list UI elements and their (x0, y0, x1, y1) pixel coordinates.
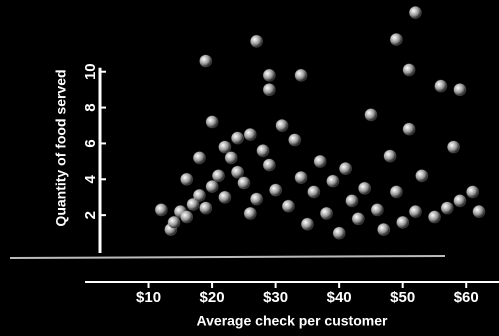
point (408, 205, 422, 219)
point (237, 176, 251, 190)
point (339, 162, 353, 176)
point (218, 140, 232, 154)
point (472, 205, 486, 219)
point (389, 185, 403, 199)
point (199, 201, 213, 215)
point (370, 203, 384, 217)
point (262, 83, 276, 97)
point (294, 68, 308, 82)
point (167, 215, 181, 229)
point (447, 140, 461, 154)
point (180, 172, 194, 186)
x-tick-label: $40 (327, 289, 352, 306)
point (313, 154, 327, 168)
point (389, 32, 403, 46)
point (358, 181, 372, 195)
x-tick-label: $20 (200, 289, 225, 306)
point (402, 122, 416, 136)
point (186, 197, 200, 211)
point (205, 179, 219, 193)
point (326, 174, 340, 188)
point (364, 108, 378, 122)
point (351, 212, 365, 226)
point (230, 131, 244, 145)
point (319, 206, 333, 220)
y-tick-label: 2 (82, 211, 99, 219)
point (262, 158, 276, 172)
point (250, 34, 264, 48)
point (262, 68, 276, 82)
point (218, 190, 232, 204)
point (345, 194, 359, 208)
x-axis-title: Average check per customer (197, 313, 388, 329)
point (180, 210, 194, 224)
point (294, 170, 308, 184)
x-tick-label: $60 (454, 289, 479, 306)
y-tick-label: 4 (82, 174, 99, 183)
y-tick-label: 10 (82, 63, 99, 80)
point (154, 203, 168, 217)
point (256, 144, 270, 158)
point (466, 185, 480, 199)
point (250, 192, 264, 206)
x-tick-label: $50 (390, 289, 415, 306)
point (211, 169, 225, 183)
x-tick-label: $30 (263, 289, 288, 306)
point (453, 83, 467, 97)
point (427, 210, 441, 224)
point (281, 199, 295, 213)
point (307, 185, 321, 199)
point (192, 151, 206, 165)
point (453, 194, 467, 208)
point (224, 151, 238, 165)
point (415, 169, 429, 183)
y-axis-title: Quantity of food served (53, 69, 69, 226)
point (288, 133, 302, 147)
point (332, 226, 346, 240)
y-tick-label: 6 (82, 139, 99, 147)
point (199, 54, 213, 68)
point (402, 63, 416, 77)
point (230, 165, 244, 179)
x-tick-label: $10 (136, 289, 161, 306)
point (383, 149, 397, 163)
point (408, 6, 422, 20)
point (377, 222, 391, 236)
point (192, 188, 206, 202)
point (269, 183, 283, 197)
baseline (9, 255, 446, 259)
point (243, 127, 257, 141)
point (434, 79, 448, 93)
point (396, 215, 410, 229)
point (275, 119, 289, 132)
point (205, 115, 219, 129)
y-tick-label: 8 (82, 103, 99, 111)
point (243, 206, 257, 220)
point (300, 217, 314, 231)
point (440, 201, 454, 215)
